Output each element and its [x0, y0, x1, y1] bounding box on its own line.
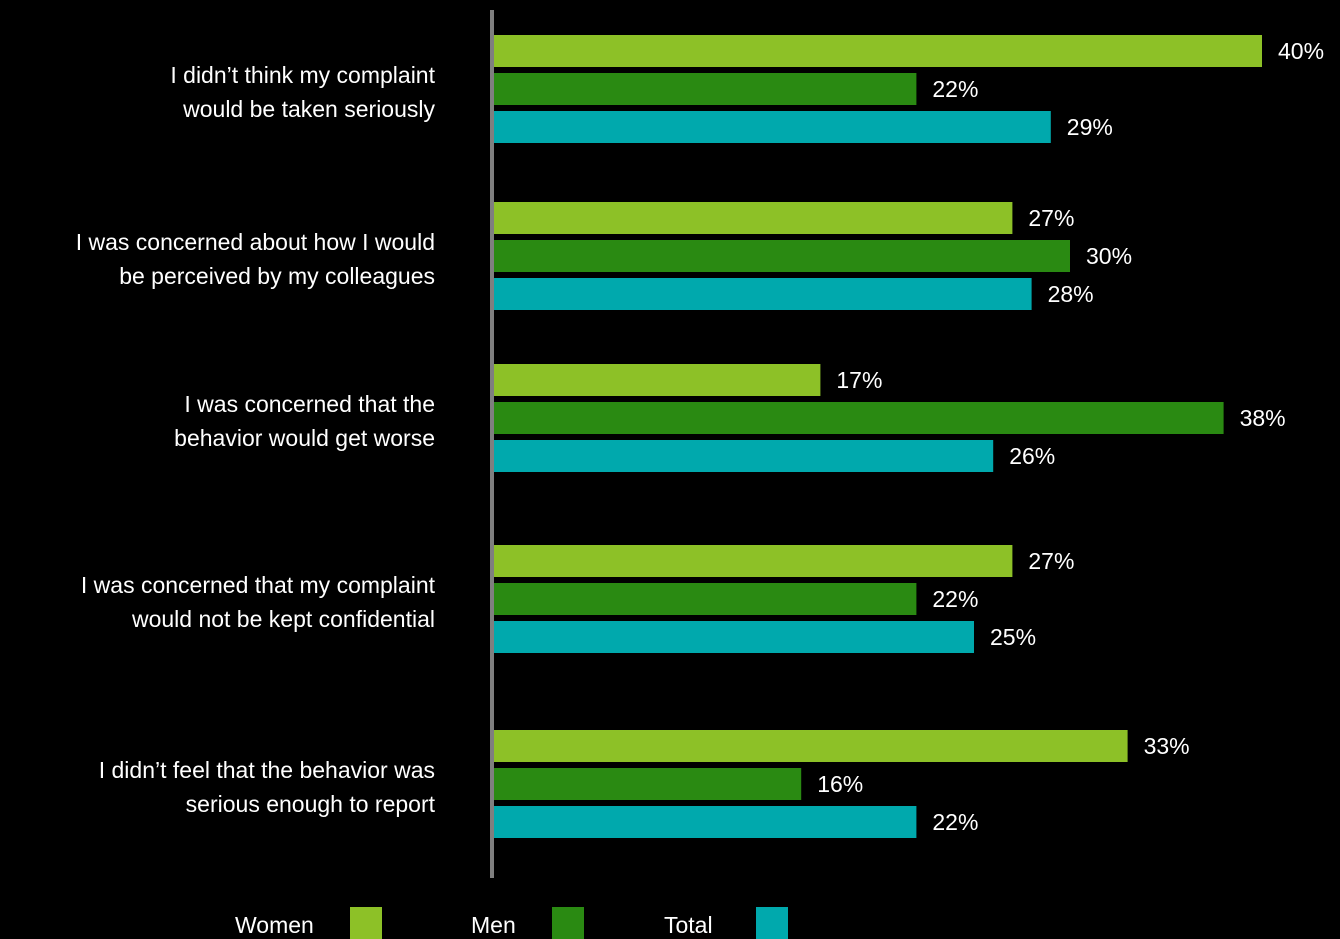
value-label-women-2: 17% — [836, 367, 882, 393]
bar-total-1 — [494, 278, 1032, 310]
value-label-men-3: 22% — [932, 586, 978, 612]
category-label-2: I was concerned that the behavior would g… — [174, 391, 435, 451]
legend-label-men: Men — [471, 912, 516, 938]
bar-women-0 — [494, 35, 1262, 67]
legend-swatch-women — [350, 907, 382, 939]
value-label-total-1: 28% — [1048, 281, 1094, 307]
bar-total-3 — [494, 621, 974, 653]
value-label-total-0: 29% — [1067, 114, 1113, 140]
value-label-total-3: 25% — [990, 624, 1036, 650]
value-label-total-4: 22% — [932, 809, 978, 835]
bar-total-4 — [494, 806, 917, 838]
bar-men-2 — [494, 402, 1224, 434]
bar-women-2 — [494, 364, 821, 396]
bar-men-0 — [494, 73, 917, 105]
value-label-women-0: 40% — [1278, 38, 1324, 64]
category-label-3: I was concerned that my complaint would n… — [81, 572, 436, 632]
category-label-1: I was concerned about how I would be perc… — [76, 229, 435, 289]
value-label-total-2: 26% — [1009, 443, 1055, 469]
bar-women-4 — [494, 730, 1128, 762]
bar-women-3 — [494, 545, 1013, 577]
legend-label-women: Women — [235, 912, 314, 938]
bar-men-1 — [494, 240, 1070, 272]
value-label-men-0: 22% — [932, 76, 978, 102]
value-label-men-2: 38% — [1240, 405, 1286, 431]
category-label-4: I didn’t feel that the behavior was serio… — [99, 757, 436, 817]
value-label-men-4: 16% — [817, 771, 863, 797]
bar-men-3 — [494, 583, 917, 615]
value-label-women-4: 33% — [1144, 733, 1190, 759]
value-label-men-1: 30% — [1086, 243, 1132, 269]
bar-men-4 — [494, 768, 802, 800]
legend-swatch-total — [756, 907, 788, 939]
bar-total-2 — [494, 440, 994, 472]
bar-total-0 — [494, 111, 1051, 143]
legend-label-total: Total — [664, 912, 713, 938]
legend-swatch-men — [552, 907, 584, 939]
value-label-women-1: 27% — [1028, 205, 1074, 231]
category-label-0: I didn’t think my complaint would be take… — [170, 62, 435, 122]
bar-women-1 — [494, 202, 1013, 234]
value-label-women-3: 27% — [1028, 548, 1074, 574]
